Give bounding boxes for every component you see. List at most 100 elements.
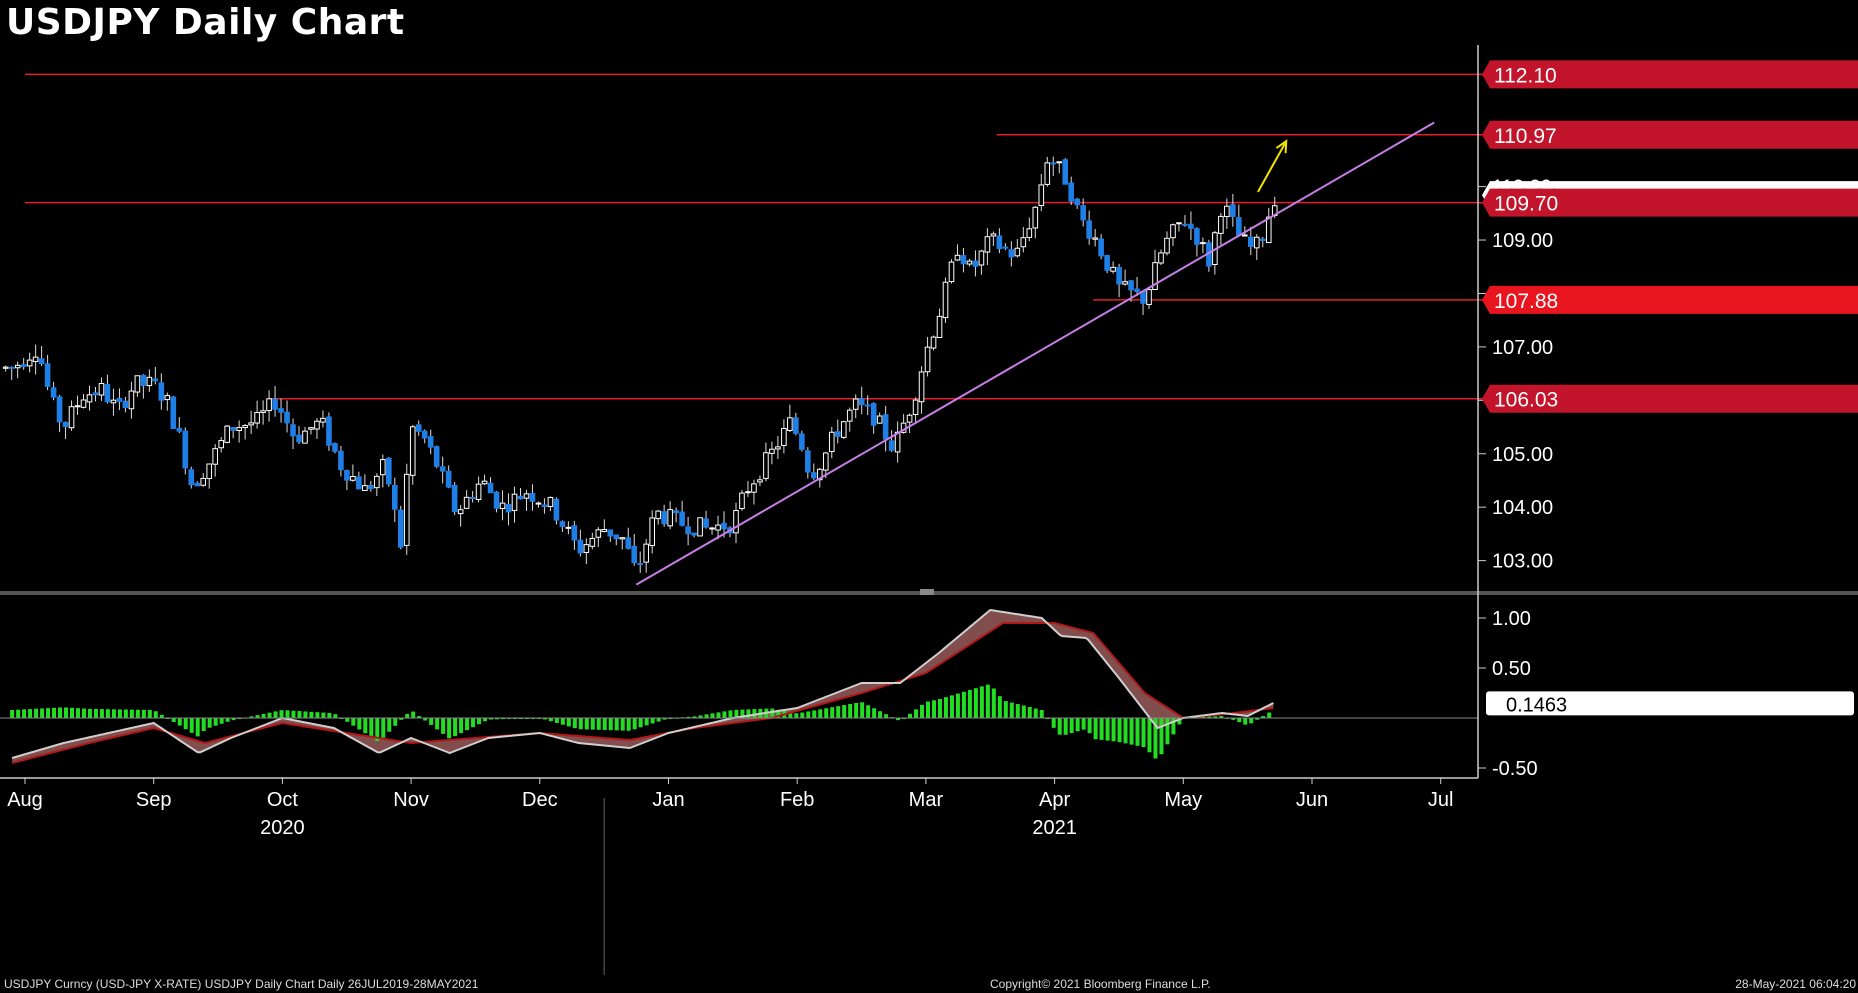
histogram-bar [620,718,625,731]
candle-body [86,394,93,403]
candle [1038,173,1045,212]
candle [206,463,213,489]
candle [799,430,805,452]
level-label-2-box [1482,188,1858,217]
candle-body [511,493,518,511]
candle [1176,222,1182,232]
candle [607,529,614,543]
histogram-bar [997,696,1002,718]
candle-body [571,525,578,541]
candle [451,482,458,515]
candle [685,516,691,546]
histogram-bar [824,708,829,718]
candle-body [787,417,793,431]
candle [1188,211,1194,241]
histogram-bar [1117,718,1122,743]
candle-body [523,493,530,499]
candle-body [290,424,296,437]
candle [110,388,117,416]
candle-body [260,410,266,413]
candle [661,504,667,527]
candle-body [188,469,195,486]
candle-body [661,511,667,525]
candle [541,498,548,514]
candle [1134,276,1140,297]
histogram-bar [225,718,230,722]
candle-body [1247,236,1254,248]
candle-body [80,399,87,408]
candle [38,346,45,366]
candle [834,419,841,444]
histogram-bar [129,709,134,718]
histogram-bar [1105,718,1110,741]
candle [74,395,81,415]
candle [182,427,189,475]
x-tick-label: Aug [7,789,43,811]
candle [1044,156,1051,187]
candle-body [954,254,961,261]
candle-body [805,450,811,473]
macd-signal-fill [12,610,1274,763]
candle-body [104,384,111,403]
candle-body [170,396,177,430]
candle-body [242,425,248,429]
histogram-bar [279,710,284,718]
macd-y-tick-label: 0.50 [1492,658,1531,680]
histogram-bar [1087,718,1092,734]
histogram-bar [985,684,990,718]
candle-body [1098,238,1104,257]
histogram-bar [52,707,57,718]
candle-body [1224,205,1230,218]
candle [1259,237,1266,248]
candle-body [1230,204,1236,218]
candle [858,386,865,415]
candle-body [559,521,566,528]
histogram-bar [896,718,901,721]
candle [356,471,362,490]
candle [116,388,123,410]
histogram-bar [219,718,224,724]
histogram-bar [459,718,464,734]
candle [350,464,356,482]
candle-body [439,466,446,472]
candle-body [667,509,673,527]
y-tick-label: 109.00 [1492,230,1553,252]
candle-body [930,336,937,349]
candle-body [218,440,224,449]
candle-body [44,363,51,387]
candle-body [876,415,883,424]
candle-body [350,475,356,481]
candle [1253,234,1260,260]
candle [86,385,93,411]
candle [930,335,937,351]
candle [338,445,344,477]
candle-body [924,346,931,373]
candle [332,442,338,454]
candle [278,398,284,423]
chart-title: USDJPY Daily Chart [6,2,405,43]
histogram-bar [967,689,972,718]
histogram-bar [884,714,889,718]
candle-body [326,416,332,446]
histogram-bar [1171,718,1176,735]
candle [1265,207,1272,244]
histogram-bar [309,711,314,718]
year-label: 2021 [1032,817,1077,839]
histogram-bar [1057,718,1062,735]
histogram-bar [333,714,338,718]
candle [1146,286,1152,309]
histogram-bar [836,706,841,718]
candle-body [1242,234,1248,237]
candle [828,426,835,459]
candle-body [1182,223,1188,226]
candle-body [266,398,272,412]
candle-body [380,459,386,476]
candle [254,400,260,429]
candle-body [583,544,590,553]
histogram-bar [955,693,960,718]
candle [20,357,27,370]
candle-body [649,517,655,547]
candle-body [918,371,925,403]
candle [1014,239,1021,258]
